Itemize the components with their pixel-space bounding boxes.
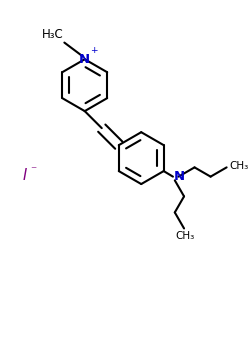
Text: N: N — [174, 170, 185, 183]
Text: I: I — [22, 168, 27, 182]
Text: ⁻: ⁻ — [30, 164, 36, 177]
Text: H₃C: H₃C — [42, 28, 64, 41]
Text: CH₃: CH₃ — [175, 231, 195, 241]
Text: +: + — [90, 47, 98, 55]
Text: CH₃: CH₃ — [230, 161, 249, 170]
Text: N: N — [79, 53, 90, 66]
